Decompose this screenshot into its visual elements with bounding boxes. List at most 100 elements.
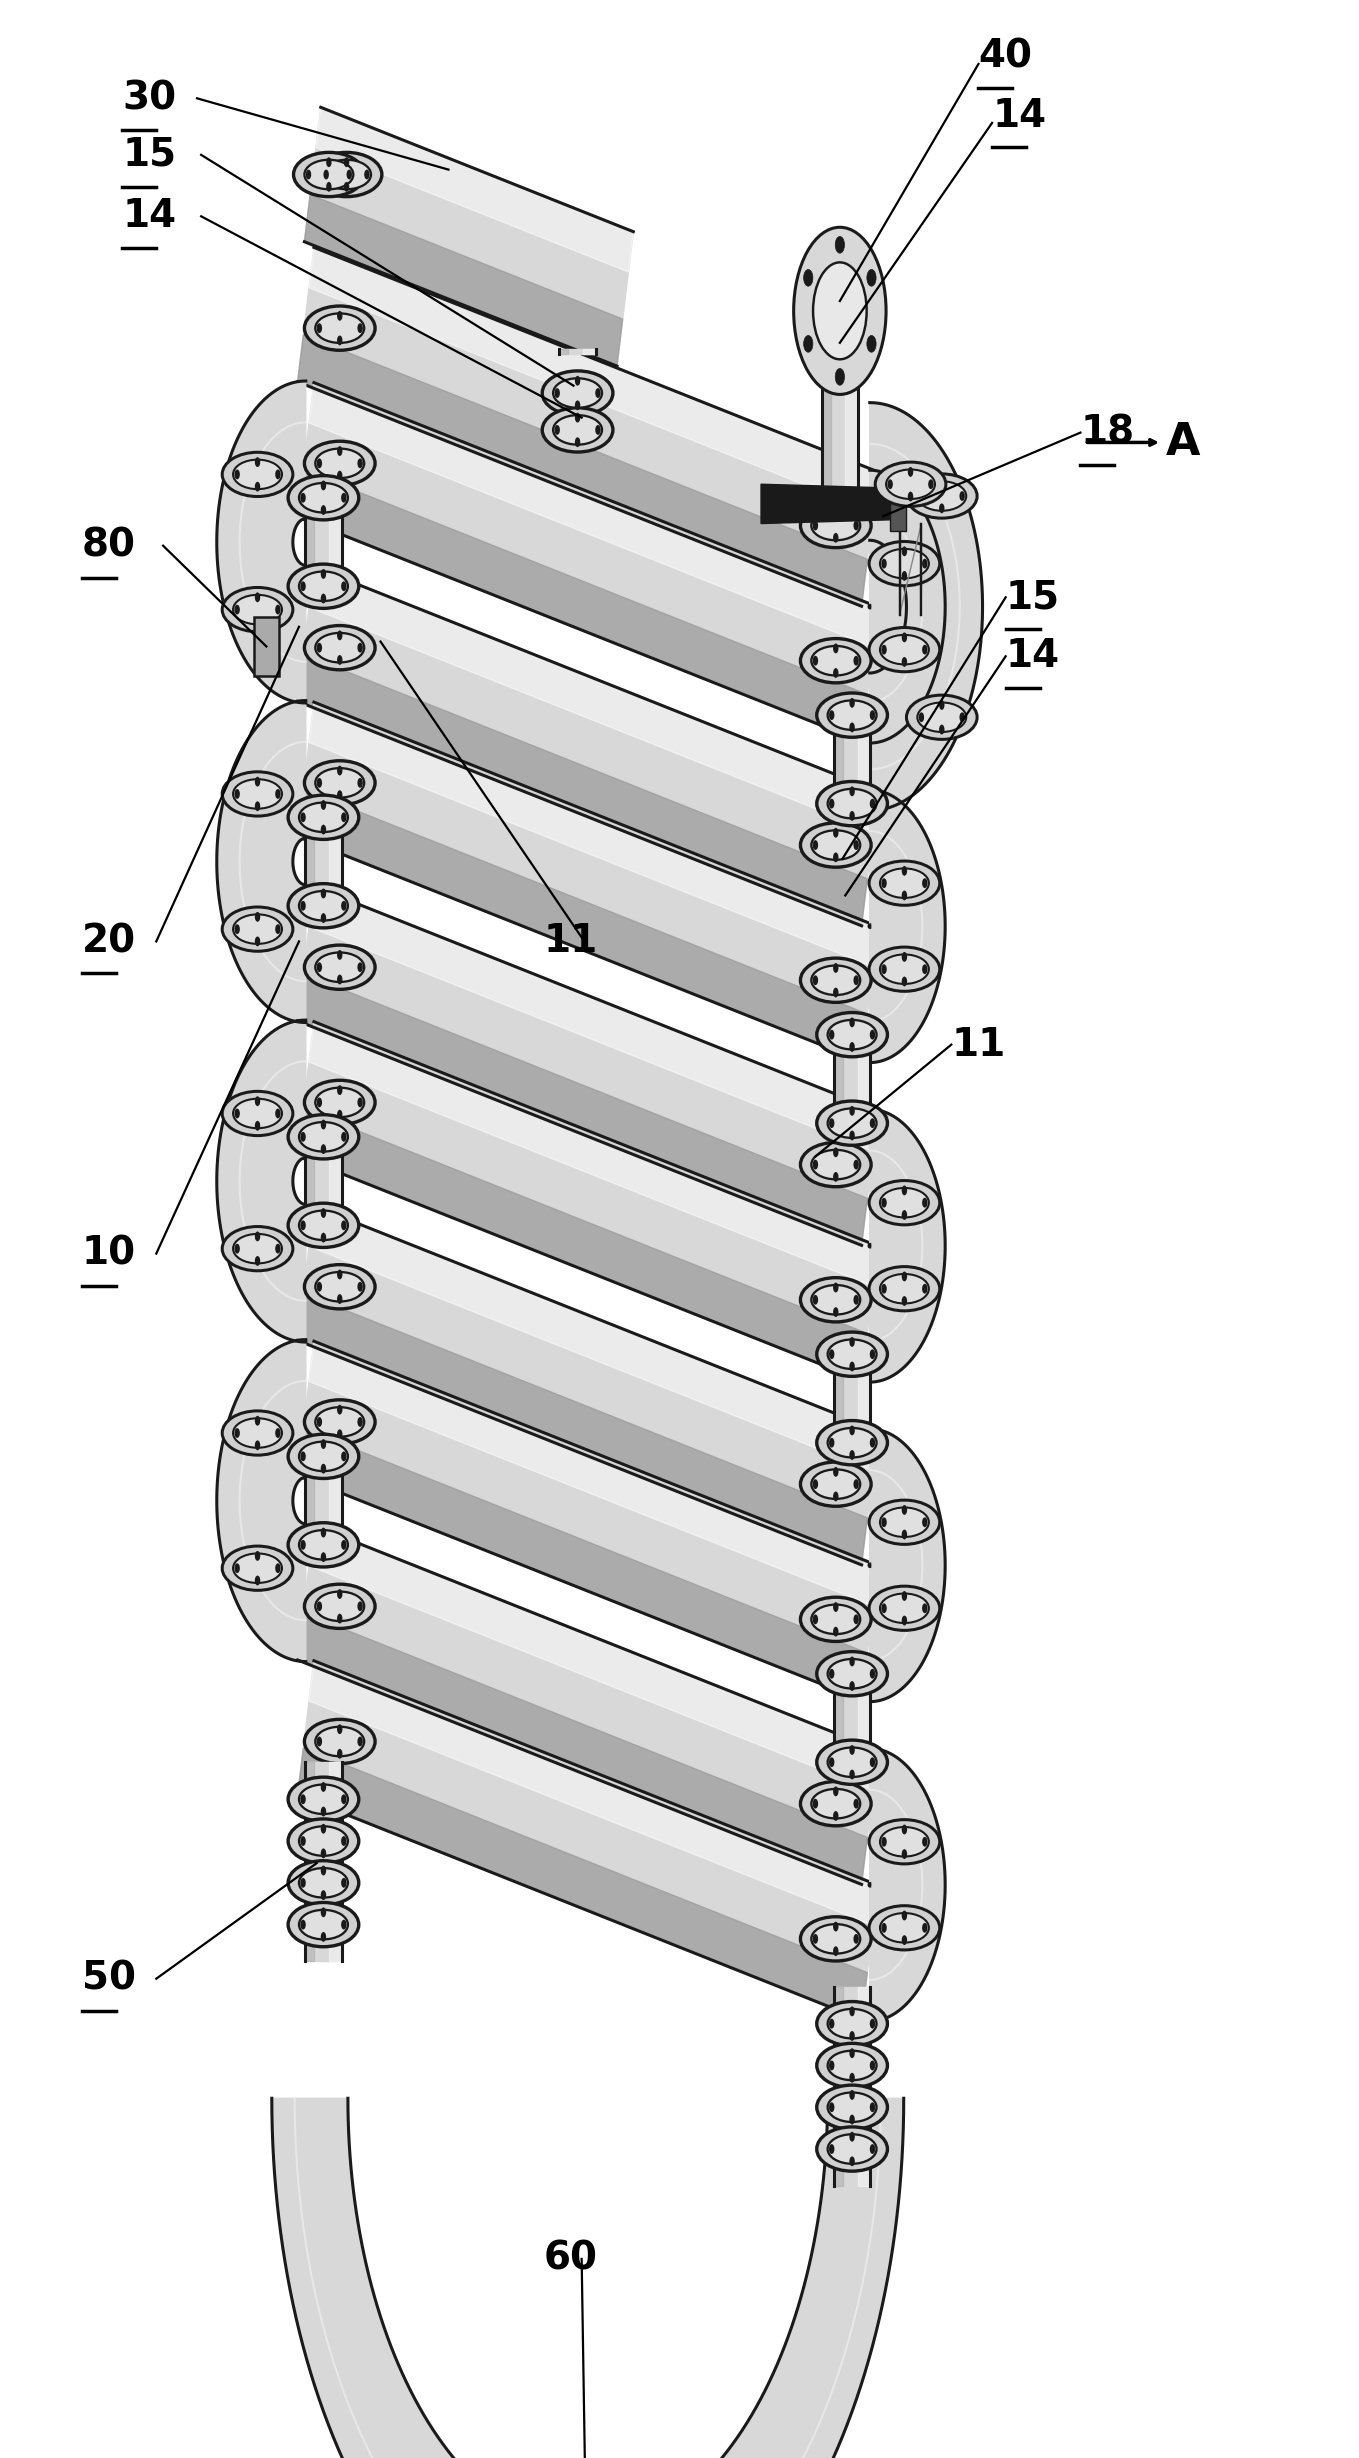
Ellipse shape (811, 1925, 860, 1954)
Circle shape (881, 1283, 886, 1293)
Circle shape (341, 1131, 347, 1141)
Circle shape (337, 1590, 342, 1600)
Polygon shape (329, 484, 341, 600)
Ellipse shape (817, 693, 887, 737)
Circle shape (254, 1416, 260, 1426)
Polygon shape (298, 469, 867, 742)
Circle shape (337, 1750, 342, 1760)
Ellipse shape (288, 563, 359, 610)
Circle shape (870, 1030, 875, 1040)
Circle shape (341, 902, 347, 912)
Circle shape (881, 878, 886, 887)
Ellipse shape (304, 944, 375, 991)
Circle shape (321, 801, 326, 811)
Circle shape (321, 1234, 326, 1244)
Ellipse shape (811, 511, 860, 541)
Circle shape (829, 1349, 834, 1359)
Circle shape (317, 322, 322, 334)
Circle shape (881, 558, 886, 568)
Text: 60: 60 (544, 2239, 598, 2279)
Circle shape (921, 1836, 927, 1846)
Circle shape (849, 2030, 855, 2040)
Circle shape (813, 1934, 818, 1944)
Ellipse shape (234, 779, 283, 809)
Ellipse shape (315, 1593, 364, 1622)
Ellipse shape (879, 954, 928, 983)
Circle shape (300, 1836, 306, 1846)
Ellipse shape (828, 789, 877, 819)
Circle shape (321, 482, 326, 492)
Ellipse shape (288, 1777, 359, 1821)
Polygon shape (559, 349, 595, 354)
Circle shape (870, 1757, 875, 1767)
Circle shape (300, 1878, 306, 1888)
Ellipse shape (222, 1091, 292, 1136)
Circle shape (275, 924, 280, 934)
Ellipse shape (234, 595, 283, 624)
Circle shape (575, 438, 580, 447)
Circle shape (254, 1551, 260, 1561)
Ellipse shape (870, 946, 939, 991)
Ellipse shape (223, 587, 294, 632)
Polygon shape (217, 1020, 306, 1342)
Ellipse shape (870, 541, 939, 585)
Polygon shape (298, 1612, 867, 1885)
Circle shape (829, 2102, 834, 2111)
Polygon shape (304, 108, 633, 366)
Circle shape (275, 469, 280, 479)
Circle shape (337, 1295, 342, 1303)
Circle shape (321, 1553, 326, 1563)
Circle shape (902, 1529, 906, 1539)
Ellipse shape (875, 462, 946, 506)
Circle shape (234, 1244, 239, 1254)
Circle shape (829, 1757, 834, 1767)
Polygon shape (890, 477, 906, 531)
Circle shape (902, 632, 906, 642)
Circle shape (921, 878, 927, 887)
Ellipse shape (542, 408, 613, 452)
Text: 14: 14 (1006, 637, 1060, 676)
Circle shape (902, 1271, 906, 1281)
Circle shape (321, 1526, 326, 1539)
Polygon shape (298, 334, 867, 607)
Circle shape (881, 1517, 886, 1526)
Polygon shape (833, 1020, 870, 1136)
Circle shape (275, 1428, 280, 1438)
Ellipse shape (315, 447, 364, 479)
Ellipse shape (917, 703, 966, 732)
Circle shape (337, 1111, 342, 1121)
Circle shape (321, 1824, 326, 1834)
Circle shape (853, 1934, 859, 1944)
Polygon shape (298, 1023, 878, 1381)
Circle shape (849, 1362, 855, 1372)
Circle shape (939, 725, 945, 735)
Ellipse shape (811, 1470, 860, 1499)
Circle shape (849, 1657, 855, 1667)
Ellipse shape (288, 796, 359, 841)
Ellipse shape (879, 1826, 928, 1856)
Circle shape (870, 1349, 875, 1359)
Circle shape (849, 2114, 855, 2124)
Circle shape (921, 1197, 927, 1207)
Circle shape (321, 1121, 326, 1131)
Circle shape (317, 1738, 322, 1748)
Circle shape (908, 492, 913, 501)
Polygon shape (821, 329, 830, 514)
Ellipse shape (828, 1748, 877, 1777)
Circle shape (849, 1042, 855, 1052)
Circle shape (833, 1947, 839, 1957)
Circle shape (357, 779, 363, 787)
Ellipse shape (299, 482, 348, 514)
Ellipse shape (828, 1340, 877, 1369)
Circle shape (255, 457, 261, 467)
Circle shape (849, 1426, 855, 1435)
Text: 14: 14 (122, 197, 177, 236)
Ellipse shape (828, 1659, 877, 1689)
Circle shape (833, 1787, 839, 1797)
Circle shape (870, 799, 875, 809)
Circle shape (321, 1465, 326, 1475)
Circle shape (833, 1922, 839, 1932)
Circle shape (902, 1848, 906, 1858)
Circle shape (959, 713, 965, 723)
Circle shape (853, 1615, 859, 1625)
